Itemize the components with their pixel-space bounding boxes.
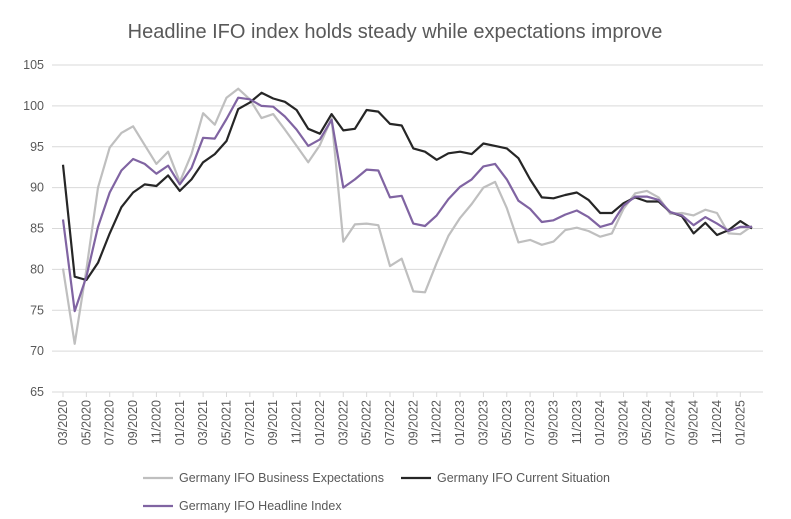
x-tick-label: 09/2023	[546, 400, 560, 445]
x-tick-label: 01/2025	[733, 400, 747, 445]
x-tick-label: 03/2020	[56, 400, 70, 445]
y-tick-label: 75	[30, 303, 44, 317]
legend-label: Germany IFO Current Situation	[437, 471, 610, 485]
y-axis: 65 70 75 80 85 90 95 100 105	[23, 58, 44, 399]
y-tick-label: 65	[30, 385, 44, 399]
x-tick-label: 03/2021	[196, 400, 210, 445]
x-tick-label: 07/2022	[383, 400, 397, 445]
x-tick-label: 09/2022	[406, 400, 420, 445]
x-tick-label: 11/2022	[430, 400, 444, 444]
x-tick-label: 11/2024	[710, 400, 724, 444]
x-tick-label: 03/2023	[476, 400, 490, 445]
x-tick-label: 01/2022	[313, 400, 327, 445]
x-tick-label: 05/2020	[79, 400, 93, 445]
legend: Germany IFO Business Expectations Germany…	[143, 471, 610, 513]
x-tick-label: 05/2024	[640, 400, 654, 445]
x-tick-label: 01/2024	[593, 400, 607, 445]
legend-label: Germany IFO Business Expectations	[179, 471, 384, 485]
x-tick-label: 09/2024	[687, 400, 701, 445]
x-tick-label: 05/2023	[500, 400, 514, 445]
x-axis: 03/2020 05/2020 07/2020 09/2020 11/2020 01/20…	[56, 392, 747, 445]
x-tick-label: 09/2020	[126, 400, 140, 445]
x-tick-label: 07/2021	[243, 400, 257, 445]
y-tick-label: 70	[30, 344, 44, 358]
x-tick-label: 07/2024	[663, 400, 677, 445]
y-tick-label: 105	[23, 58, 44, 72]
x-tick-label: 11/2023	[570, 400, 584, 444]
y-tick-label: 100	[23, 99, 44, 113]
x-tick-label: 01/2021	[173, 400, 187, 445]
x-tick-label: 05/2021	[219, 400, 233, 445]
y-tick-label: 90	[30, 181, 44, 195]
chart-title: Headline IFO index holds steady while ex…	[128, 21, 663, 43]
x-tick-label: 05/2022	[360, 400, 374, 445]
y-tick-label: 95	[30, 140, 44, 154]
x-tick-label: 07/2020	[103, 400, 117, 445]
x-tick-label: 01/2023	[453, 400, 467, 445]
legend-label: Germany IFO Headline Index	[179, 499, 342, 513]
series-lines	[61, 87, 753, 345]
x-tick-label: 03/2022	[336, 400, 350, 445]
x-tick-label: 03/2024	[617, 400, 631, 445]
y-tick-label: 80	[30, 262, 44, 276]
x-tick-label: 07/2023	[523, 400, 537, 445]
gridlines	[52, 64, 763, 352]
x-tick-label: 09/2021	[266, 400, 280, 445]
x-tick-label: 11/2021	[290, 400, 304, 444]
series-line-3	[61, 96, 752, 313]
y-tick-label: 85	[30, 222, 44, 236]
series-line-2	[61, 91, 753, 282]
x-tick-label: 11/2020	[149, 400, 163, 444]
series-line-1	[61, 87, 753, 345]
